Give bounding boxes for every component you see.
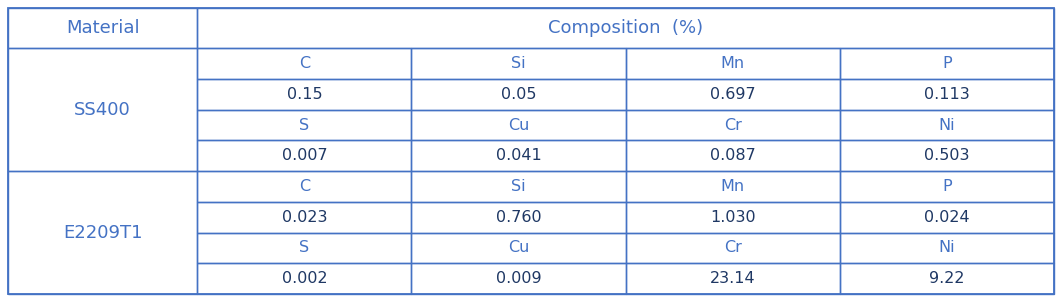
Text: Composition  (%): Composition (%): [548, 19, 703, 37]
Text: 9.22: 9.22: [929, 271, 964, 286]
Text: Cu: Cu: [508, 240, 529, 255]
Bar: [411, 48, 626, 79]
Text: 0.087: 0.087: [709, 148, 755, 163]
Bar: [840, 263, 1054, 294]
Bar: [840, 48, 1054, 79]
Text: 0.697: 0.697: [709, 87, 755, 102]
Bar: [8, 171, 198, 294]
Text: Ni: Ni: [939, 117, 955, 133]
Bar: [840, 202, 1054, 233]
Bar: [198, 79, 411, 110]
Bar: [626, 48, 840, 79]
Text: S: S: [299, 240, 309, 255]
Text: Si: Si: [511, 56, 526, 71]
Bar: [411, 140, 626, 171]
Text: Si: Si: [511, 179, 526, 194]
Bar: [8, 8, 198, 48]
Text: 0.009: 0.009: [496, 271, 542, 286]
Bar: [840, 171, 1054, 202]
Bar: [626, 263, 840, 294]
Text: Cr: Cr: [724, 240, 741, 255]
Text: 0.113: 0.113: [924, 87, 970, 102]
Text: Material: Material: [66, 19, 139, 37]
Bar: [411, 110, 626, 140]
Bar: [840, 140, 1054, 171]
Bar: [840, 79, 1054, 110]
Bar: [840, 233, 1054, 263]
Text: 0.002: 0.002: [281, 271, 327, 286]
Text: E2209T1: E2209T1: [63, 223, 142, 242]
Bar: [626, 110, 840, 140]
Text: 1.030: 1.030: [709, 210, 755, 225]
Text: 0.024: 0.024: [924, 210, 970, 225]
Bar: [198, 48, 411, 79]
Text: 0.05: 0.05: [501, 87, 536, 102]
Text: 0.15: 0.15: [287, 87, 322, 102]
Bar: [626, 171, 840, 202]
Text: Cu: Cu: [508, 117, 529, 133]
Text: Mn: Mn: [721, 179, 744, 194]
Text: 0.023: 0.023: [281, 210, 327, 225]
Text: C: C: [298, 56, 310, 71]
Text: 0.007: 0.007: [281, 148, 327, 163]
Text: 23.14: 23.14: [709, 271, 755, 286]
Bar: [840, 110, 1054, 140]
Text: SS400: SS400: [74, 101, 131, 119]
Bar: [198, 233, 411, 263]
Bar: [411, 202, 626, 233]
Bar: [411, 263, 626, 294]
Text: P: P: [942, 56, 952, 71]
Bar: [411, 171, 626, 202]
Text: Cr: Cr: [724, 117, 741, 133]
Bar: [198, 263, 411, 294]
Bar: [198, 140, 411, 171]
Text: 0.041: 0.041: [496, 148, 542, 163]
Bar: [626, 202, 840, 233]
Text: Ni: Ni: [939, 240, 955, 255]
Text: 0.760: 0.760: [496, 210, 542, 225]
Bar: [626, 140, 840, 171]
Text: P: P: [942, 179, 952, 194]
Bar: [411, 233, 626, 263]
Bar: [411, 79, 626, 110]
Text: C: C: [298, 179, 310, 194]
Text: Mn: Mn: [721, 56, 744, 71]
Bar: [626, 79, 840, 110]
Text: 0.503: 0.503: [924, 148, 970, 163]
Bar: [626, 233, 840, 263]
Bar: [198, 202, 411, 233]
Bar: [8, 48, 198, 171]
Bar: [198, 8, 1054, 48]
Bar: [198, 171, 411, 202]
Text: S: S: [299, 117, 309, 133]
Bar: [198, 110, 411, 140]
